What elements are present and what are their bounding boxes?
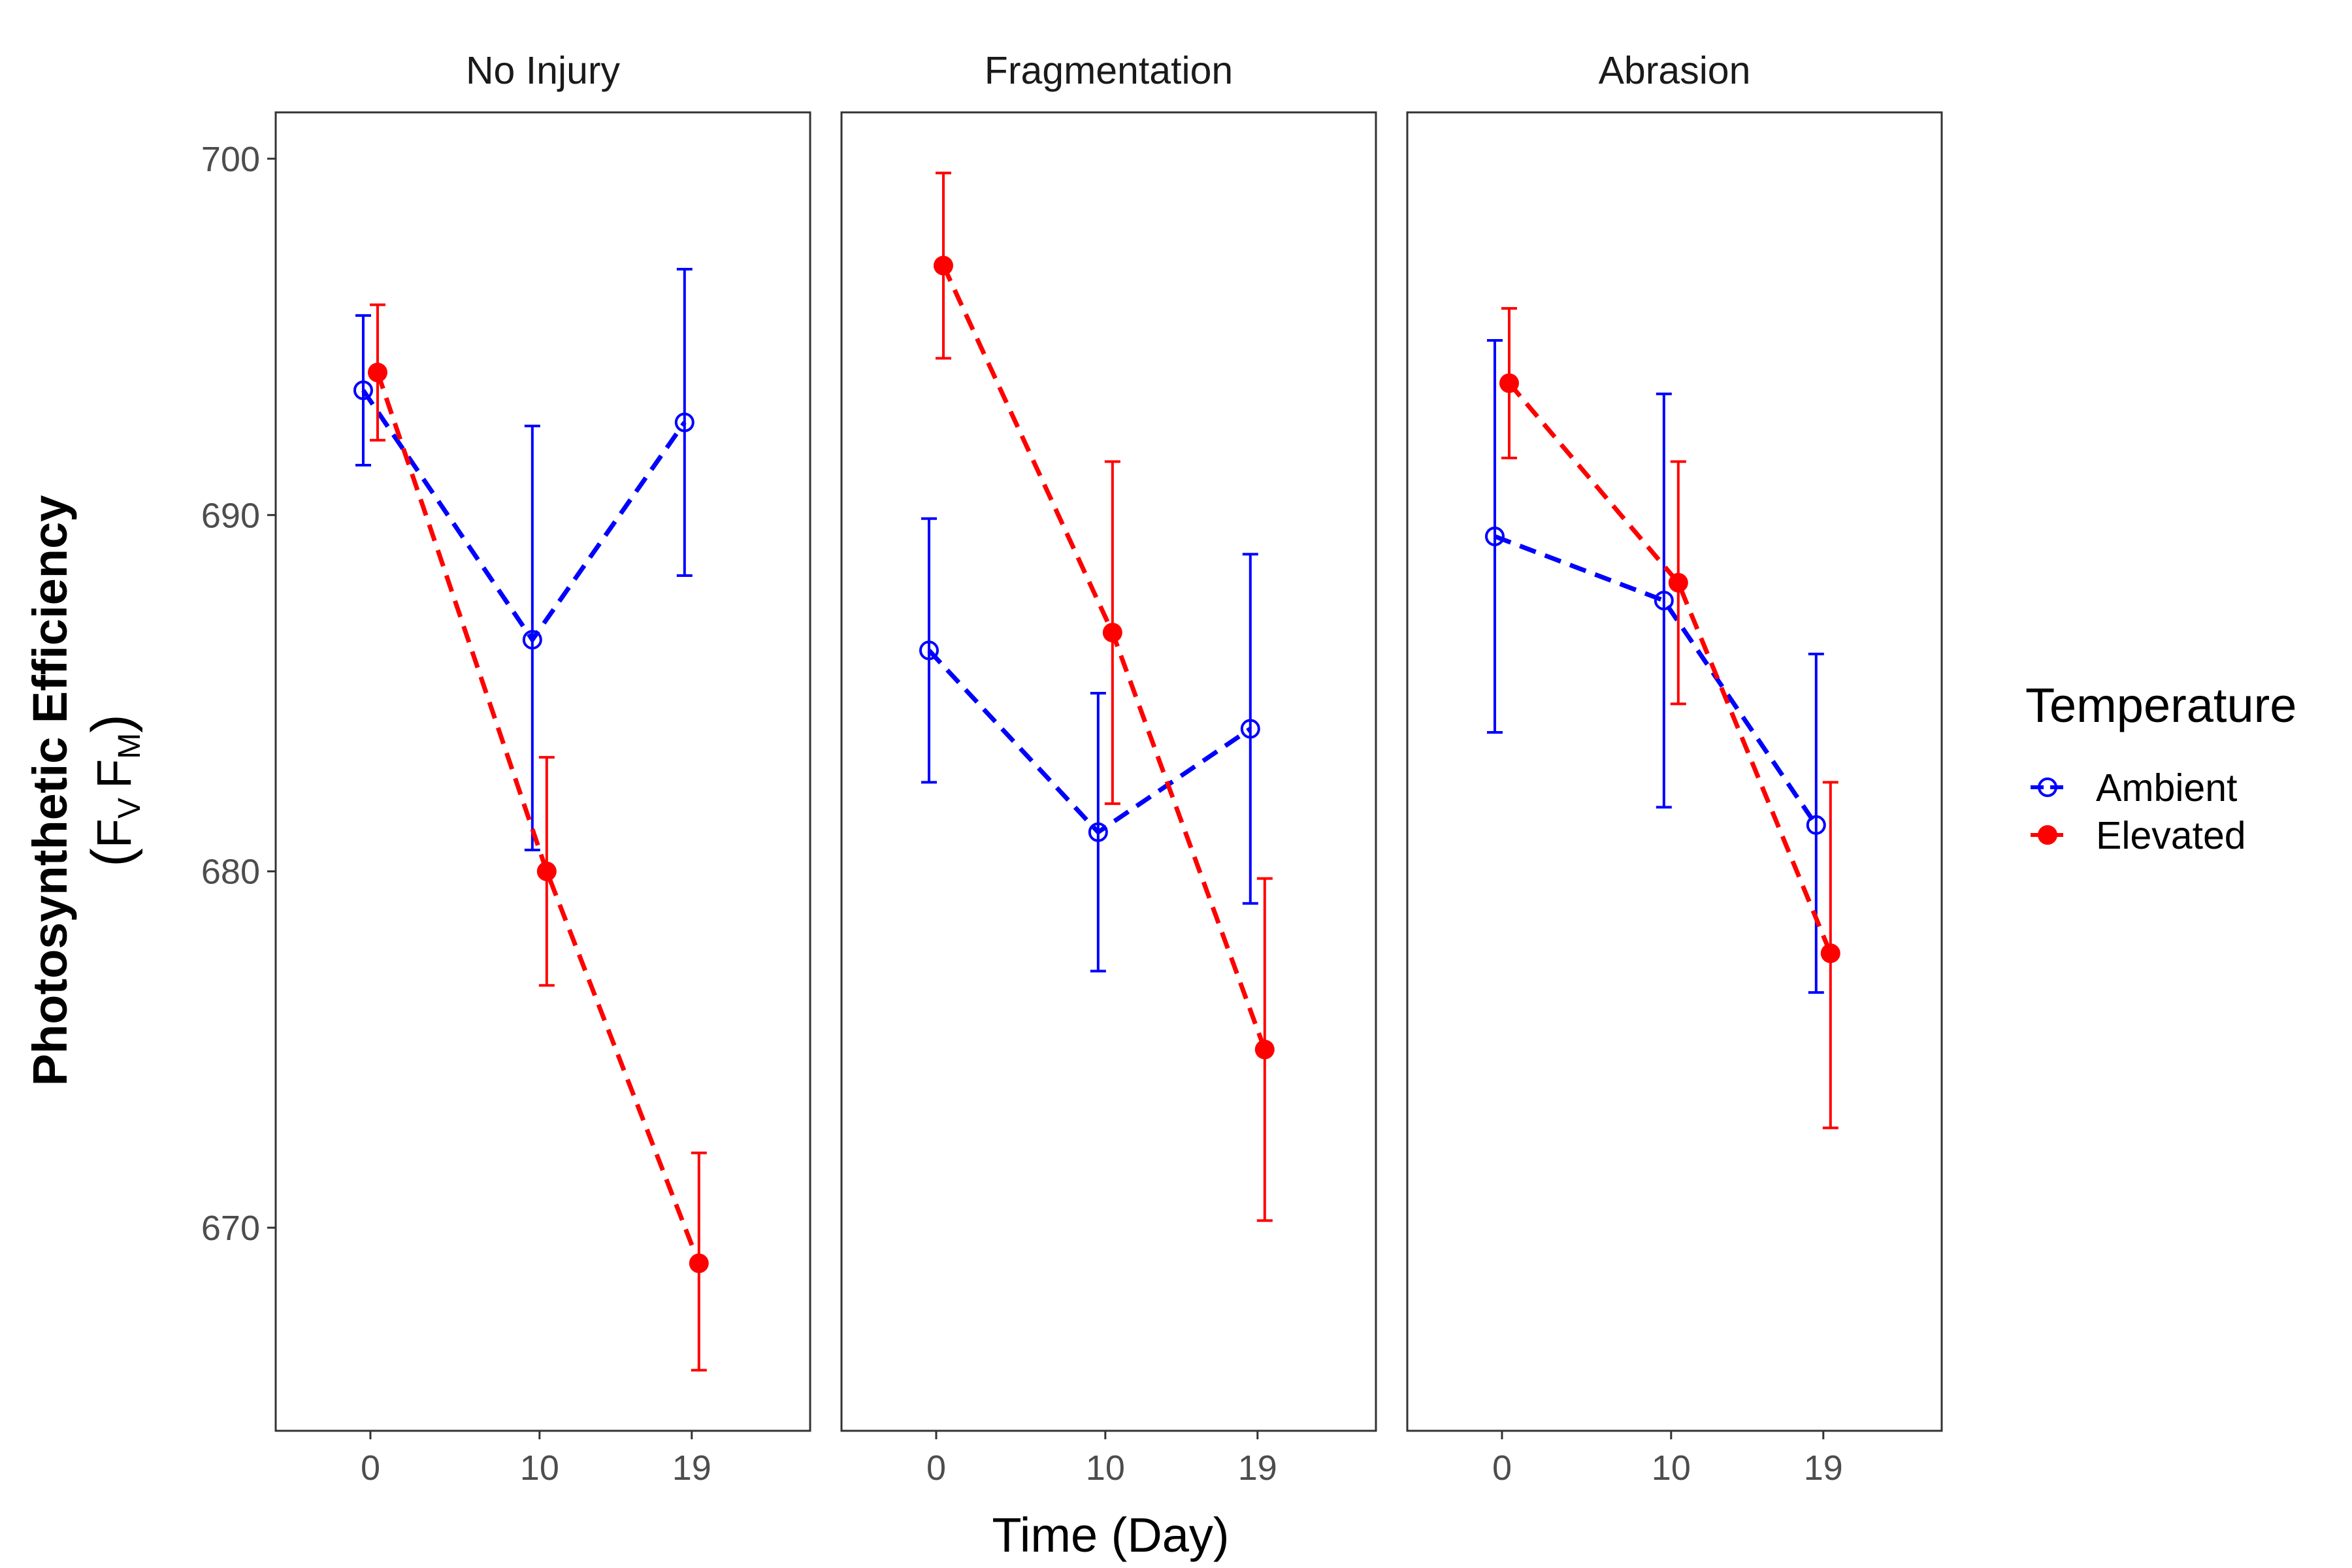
error-bar-abrasion-ambient-0 (1486, 339, 1503, 734)
x-tick-label-abrasion-0: 0 (1492, 1448, 1512, 1488)
y-axis-title-sub1: V (112, 798, 147, 819)
panel-title-fragmentation: Fragmentation (985, 49, 1233, 92)
x-tick-label-no-injury-0: 0 (361, 1448, 380, 1488)
y-tick-label-680: 680 (201, 853, 260, 892)
point-no-injury-ambient-10 (522, 630, 542, 650)
x-tick-label-no-injury-10: 10 (520, 1448, 559, 1488)
y-axis-title-open-paren: ( (80, 848, 143, 867)
point-no-injury-elevated-10 (536, 861, 557, 881)
point-abrasion-ambient-19 (1806, 815, 1826, 835)
error-bar-no-injury-ambient-19 (676, 267, 693, 578)
y-axis-title-sub2: M (112, 733, 147, 759)
legend-title: Temperature (2025, 678, 2296, 732)
panel-abrasion: Abrasion 0 10 19 (1406, 49, 1943, 1488)
point-fragmentation-ambient-0 (919, 640, 939, 661)
legend-key-marker-ambient (2038, 777, 2057, 797)
point-no-injury-elevated-0 (367, 363, 387, 383)
point-fragmentation-ambient-19 (1240, 719, 1260, 739)
panel-title-abrasion: Abrasion (1599, 49, 1751, 92)
point-abrasion-elevated-19 (1820, 943, 1840, 964)
series-line-no-injury-elevated (375, 372, 702, 1264)
y-tick-label-700: 700 (201, 140, 260, 179)
panel-frame-abrasion (1406, 111, 1943, 1432)
x-axis-title: Time (Day) (992, 1508, 1229, 1562)
y-axis-title-close-paren: ) (80, 714, 143, 733)
x-tick-label-abrasion-19: 19 (1804, 1448, 1843, 1488)
point-abrasion-elevated-10 (1668, 572, 1688, 593)
y-tick-label-670: 670 (201, 1209, 260, 1248)
error-bar-no-injury-ambient-10 (524, 424, 540, 851)
series-fragmentation-ambient (919, 517, 1260, 973)
error-bar-abrasion-ambient-10 (1656, 392, 1672, 809)
x-tick-label-no-injury-19: 19 (672, 1448, 711, 1488)
x-tick-label-abrasion-10: 10 (1652, 1448, 1691, 1488)
error-bar-no-injury-ambient-0 (355, 314, 371, 466)
error-bar-abrasion-ambient-19 (1808, 653, 1824, 994)
point-fragmentation-elevated-19 (1254, 1039, 1275, 1060)
point-fragmentation-elevated-0 (933, 255, 953, 276)
y-tick-label-690: 690 (201, 496, 260, 535)
point-abrasion-ambient-10 (1654, 591, 1674, 611)
x-tick-label-fragmentation-19: 19 (1238, 1448, 1277, 1488)
legend: Temperature Ambient Elevated (2025, 678, 2296, 857)
panel-frame-no-injury (274, 111, 811, 1432)
series-line-abrasion-elevated (1507, 382, 1833, 955)
error-bar-fragmentation-ambient-0 (921, 517, 937, 784)
y-axis-title-f1: F (87, 819, 141, 848)
legend-item-elevated: Elevated (2031, 814, 2246, 857)
x-tick-label-fragmentation-10: 10 (1086, 1448, 1125, 1488)
x-tick-label-fragmentation-0: 0 (926, 1448, 946, 1488)
point-no-injury-ambient-0 (353, 380, 373, 400)
error-bar-fragmentation-ambient-10 (1090, 692, 1106, 973)
point-abrasion-elevated-0 (1499, 373, 1519, 393)
point-fragmentation-ambient-10 (1088, 822, 1108, 842)
series-no-injury-ambient (353, 267, 694, 851)
point-abrasion-ambient-0 (1484, 527, 1505, 547)
series-abrasion-elevated (1499, 306, 1840, 1130)
series-no-injury-elevated (367, 303, 709, 1372)
series-line-abrasion-ambient (1494, 534, 1818, 826)
legend-key-marker-elevated (2038, 825, 2057, 845)
y-axis-title-f2: F (87, 759, 141, 789)
error-bar-fragmentation-ambient-19 (1242, 553, 1258, 905)
series-abrasion-ambient (1484, 339, 1826, 994)
legend-label-elevated: Elevated (2096, 814, 2246, 857)
point-no-injury-ambient-19 (674, 412, 694, 433)
y-axis-title-line2: (FVFM) (80, 714, 147, 867)
panel-title-no-injury: No Injury (466, 49, 621, 92)
legend-label-ambient: Ambient (2096, 766, 2237, 809)
panel-frame-fragmentation (840, 111, 1377, 1432)
legend-item-ambient: Ambient (2031, 766, 2237, 809)
y-axis: 670 680 690 700 (201, 140, 276, 1248)
y-axis-title-line1: Photosynthetic Efficiency (23, 495, 77, 1086)
panel-no-injury: No Injury 0 10 19 (274, 49, 811, 1488)
y-axis-title: Photosynthetic Efficiency (FVFM) (23, 495, 147, 1086)
series-fragmentation-elevated (933, 171, 1275, 1222)
panel-fragmentation: Fragmentation 0 10 19 (840, 49, 1377, 1488)
point-fragmentation-elevated-10 (1102, 623, 1122, 643)
point-no-injury-elevated-19 (689, 1253, 709, 1273)
